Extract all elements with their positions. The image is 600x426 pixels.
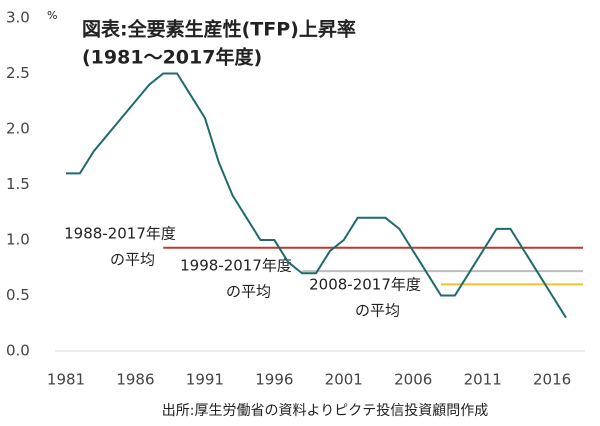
average-label: 2008-2017年度 xyxy=(309,276,421,294)
x-tick-label: 1996 xyxy=(255,371,293,389)
x-tick-label: 2006 xyxy=(394,371,432,389)
y-tick-label: 0.5 xyxy=(6,286,30,304)
source-note: 出所:厚生労働省の資料よりピクテ投信投資顧問作成 xyxy=(162,403,488,419)
x-tick-label: 2011 xyxy=(464,371,502,389)
average-label: 1998-2017年度 xyxy=(180,257,292,275)
x-tick-label: 1991 xyxy=(186,371,224,389)
x-tick-label: 2016 xyxy=(533,371,571,389)
average-label: の平均 xyxy=(110,251,155,269)
unit-label: % xyxy=(47,9,57,22)
average-label: の平均 xyxy=(355,302,400,320)
average-label: 1988-2017年度 xyxy=(64,225,176,243)
average-label: の平均 xyxy=(226,283,271,301)
y-tick-label: 0.0 xyxy=(6,342,30,360)
x-tick-label: 1986 xyxy=(116,371,154,389)
y-tick-label: 2.0 xyxy=(6,120,30,138)
x-tick-label: 1981 xyxy=(47,371,85,389)
y-tick-label: 2.5 xyxy=(6,64,30,82)
y-tick-label: 1.0 xyxy=(6,231,30,249)
y-tick-label: 1.5 xyxy=(6,175,30,193)
chart-subtitle: (1981〜2017年度) xyxy=(82,46,262,69)
data-line xyxy=(66,72,567,319)
y-tick-label: 3.0 xyxy=(6,9,30,27)
chart-title: 図表:全要素生産性(TFP)上昇率 xyxy=(82,18,356,41)
x-tick-label: 2001 xyxy=(325,371,363,389)
